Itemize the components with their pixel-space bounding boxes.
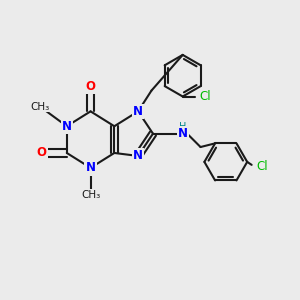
Text: Cl: Cl [200, 90, 212, 103]
Text: CH₃: CH₃ [30, 102, 50, 112]
Text: O: O [85, 80, 96, 93]
Text: O: O [37, 146, 46, 160]
Text: Cl: Cl [257, 160, 268, 173]
Text: H: H [179, 122, 186, 132]
Text: N: N [85, 161, 96, 174]
Text: N: N [133, 149, 143, 162]
Text: N: N [178, 127, 188, 140]
Text: N: N [133, 105, 143, 118]
Text: CH₃: CH₃ [81, 190, 100, 200]
Text: N: N [62, 120, 72, 133]
